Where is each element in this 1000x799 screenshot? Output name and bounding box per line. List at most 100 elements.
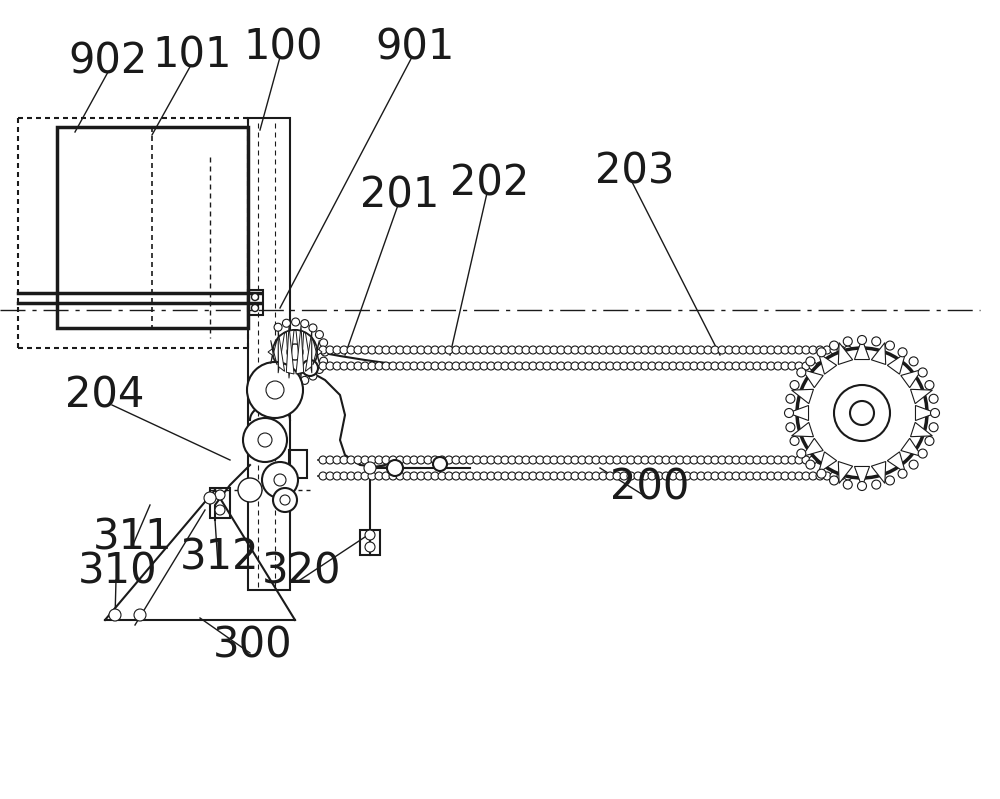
Circle shape xyxy=(797,449,806,458)
Circle shape xyxy=(473,456,481,464)
Circle shape xyxy=(784,408,794,418)
Circle shape xyxy=(711,346,719,354)
Circle shape xyxy=(850,401,874,425)
Circle shape xyxy=(823,346,831,354)
Circle shape xyxy=(501,362,509,370)
Circle shape xyxy=(823,472,831,480)
Polygon shape xyxy=(871,462,886,483)
Circle shape xyxy=(683,346,691,354)
Circle shape xyxy=(375,362,383,370)
Circle shape xyxy=(781,346,789,354)
Circle shape xyxy=(501,456,509,464)
Text: 200: 200 xyxy=(610,467,690,509)
Bar xyxy=(360,530,380,555)
Circle shape xyxy=(466,362,474,370)
Circle shape xyxy=(315,365,323,373)
Circle shape xyxy=(697,472,705,480)
Bar xyxy=(248,118,290,590)
Circle shape xyxy=(592,456,600,464)
Circle shape xyxy=(746,362,754,370)
Polygon shape xyxy=(871,343,886,364)
Circle shape xyxy=(599,472,607,480)
Circle shape xyxy=(487,346,495,354)
Circle shape xyxy=(786,394,795,403)
Circle shape xyxy=(452,472,460,480)
Circle shape xyxy=(790,380,799,390)
Circle shape xyxy=(445,456,453,464)
Circle shape xyxy=(320,357,328,365)
Circle shape xyxy=(466,346,474,354)
Circle shape xyxy=(375,472,383,480)
Bar xyxy=(57,127,248,328)
Circle shape xyxy=(802,472,810,480)
Circle shape xyxy=(252,293,258,300)
Polygon shape xyxy=(278,332,285,373)
Circle shape xyxy=(564,362,572,370)
Text: 100: 100 xyxy=(243,26,323,68)
Circle shape xyxy=(515,346,523,354)
Circle shape xyxy=(806,460,815,469)
Circle shape xyxy=(473,346,481,354)
Circle shape xyxy=(655,362,663,370)
Circle shape xyxy=(627,472,635,480)
Circle shape xyxy=(403,472,411,480)
Circle shape xyxy=(333,472,341,480)
Circle shape xyxy=(550,362,558,370)
Text: 310: 310 xyxy=(78,551,158,593)
Circle shape xyxy=(515,472,523,480)
Circle shape xyxy=(718,362,726,370)
Circle shape xyxy=(760,472,768,480)
Circle shape xyxy=(557,362,565,370)
Polygon shape xyxy=(901,369,922,388)
Circle shape xyxy=(613,346,621,354)
Circle shape xyxy=(844,472,852,480)
Circle shape xyxy=(830,456,838,464)
Circle shape xyxy=(368,346,376,354)
Bar xyxy=(289,450,307,478)
Circle shape xyxy=(929,423,938,431)
Circle shape xyxy=(690,472,698,480)
Circle shape xyxy=(844,346,852,354)
Circle shape xyxy=(760,456,768,464)
Circle shape xyxy=(340,456,348,464)
Circle shape xyxy=(669,346,677,354)
Circle shape xyxy=(431,346,439,354)
Polygon shape xyxy=(838,462,853,483)
Circle shape xyxy=(929,394,938,403)
Circle shape xyxy=(410,362,418,370)
Circle shape xyxy=(809,472,817,480)
Circle shape xyxy=(543,456,551,464)
Circle shape xyxy=(417,456,425,464)
Circle shape xyxy=(389,362,397,370)
Circle shape xyxy=(739,472,747,480)
Circle shape xyxy=(816,472,824,480)
Circle shape xyxy=(697,362,705,370)
Circle shape xyxy=(788,472,796,480)
Circle shape xyxy=(571,472,579,480)
Circle shape xyxy=(830,476,839,485)
Circle shape xyxy=(301,320,309,328)
Circle shape xyxy=(634,362,642,370)
Circle shape xyxy=(466,472,474,480)
Text: 901: 901 xyxy=(375,26,455,68)
Circle shape xyxy=(830,362,838,370)
Circle shape xyxy=(746,472,754,480)
Circle shape xyxy=(585,346,593,354)
Circle shape xyxy=(238,478,262,502)
Circle shape xyxy=(309,372,317,380)
Circle shape xyxy=(431,456,439,464)
Circle shape xyxy=(354,346,362,354)
Circle shape xyxy=(683,472,691,480)
Circle shape xyxy=(424,456,432,464)
Circle shape xyxy=(274,474,286,486)
Circle shape xyxy=(274,324,282,332)
Circle shape xyxy=(452,456,460,464)
Polygon shape xyxy=(838,343,853,364)
Circle shape xyxy=(823,362,831,370)
Circle shape xyxy=(746,346,754,354)
Circle shape xyxy=(564,346,572,354)
Polygon shape xyxy=(911,389,932,403)
Circle shape xyxy=(802,346,810,354)
Circle shape xyxy=(515,456,523,464)
Circle shape xyxy=(809,362,817,370)
